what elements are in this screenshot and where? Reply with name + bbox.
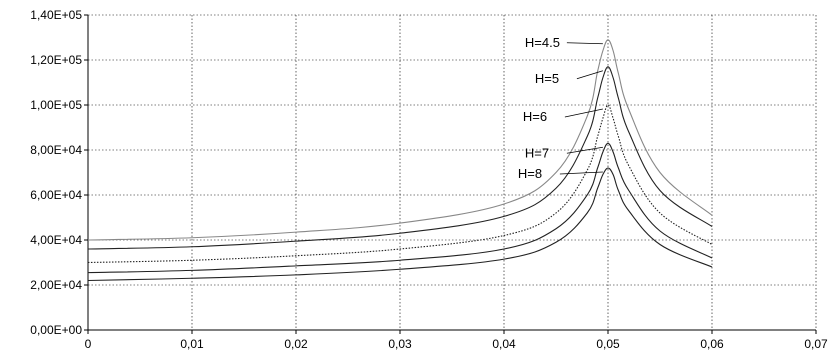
annotation-leader-line [566, 42, 603, 45]
y-tick-label: 1,40E+05 [30, 8, 82, 22]
x-tick-label: 0,02 [284, 337, 308, 351]
x-tick-label: 0,06 [700, 337, 724, 351]
annotation-leader-line [559, 171, 603, 175]
series-line-h-7 [87, 142, 713, 274]
annotation-leader-line [576, 70, 603, 80]
y-tick-label: 8,00E+04 [30, 143, 82, 157]
annotation-label: H=6 [523, 109, 547, 124]
series-line-h-6 [87, 104, 713, 264]
annotation-label: H=5 [535, 71, 559, 86]
y-tick-label: 6,00E+04 [30, 188, 82, 202]
annotation-leader-line [564, 108, 603, 118]
annotation-label: H=4.5 [525, 35, 560, 50]
x-tick-label: 0 [85, 337, 92, 351]
y-tick-label: 1,20E+05 [30, 53, 82, 67]
y-tick-label: 1,00E+05 [30, 98, 82, 112]
x-tick-label: 0,04 [492, 337, 516, 351]
y-tick-label: 2,00E+04 [30, 278, 82, 292]
annotation-label: H=7 [525, 145, 549, 160]
y-tick-label: 4,00E+04 [30, 233, 82, 247]
series-line-h-4-5 [87, 39, 713, 241]
x-tick-label: 0,03 [388, 337, 412, 351]
x-tick-label: 0,05 [596, 337, 620, 351]
series-line-h-5 [87, 66, 713, 250]
annotation-label: H=8 [518, 166, 542, 181]
x-tick-label: 0,01 [180, 337, 204, 351]
series-line-h-8 [87, 167, 713, 282]
y-tick-label: 0,00E+00 [30, 323, 82, 337]
x-tick-label: 0,07 [804, 337, 828, 351]
annotation-leader-line [566, 146, 603, 154]
